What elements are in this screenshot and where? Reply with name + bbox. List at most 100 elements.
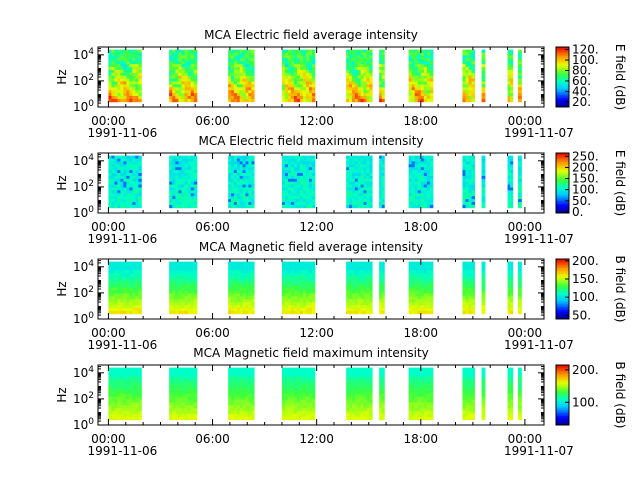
- data-cell: [346, 73, 349, 76]
- data-cell: [469, 285, 472, 288]
- data-cell: [138, 311, 141, 314]
- data-cell: [246, 408, 249, 411]
- data-cell: [114, 373, 117, 376]
- data-cell: [303, 408, 306, 411]
- data-cell: [108, 376, 111, 379]
- data-cell: [430, 185, 433, 188]
- data-cell: [352, 285, 355, 288]
- data-cell: [358, 299, 361, 302]
- data-cell: [424, 81, 427, 84]
- data-cell: [412, 67, 415, 70]
- data-cell: [248, 199, 251, 202]
- data-cell: [297, 182, 300, 185]
- data-cell: [510, 164, 513, 167]
- data-cell: [465, 84, 468, 87]
- data-cell: [251, 170, 254, 173]
- data-cell: [288, 397, 291, 400]
- data-cell: [135, 202, 138, 205]
- data-cell: [117, 399, 120, 402]
- data-cell: [243, 199, 246, 202]
- data-cell: [108, 93, 111, 96]
- data-cell: [355, 199, 358, 202]
- data-cell: [237, 270, 240, 273]
- data-cell: [361, 299, 364, 302]
- data-cell: [369, 199, 372, 202]
- data-cell: [285, 164, 288, 167]
- data-cell: [188, 87, 191, 90]
- data-cell: [510, 93, 513, 96]
- data-cell: [114, 388, 117, 391]
- data-cell: [418, 285, 421, 288]
- data-cell: [462, 67, 465, 70]
- data-cell: [300, 99, 303, 102]
- data-cell: [138, 411, 141, 414]
- data-cell: [382, 288, 385, 291]
- data-cell: [123, 99, 126, 102]
- data-cell: [138, 199, 141, 202]
- data-cell: [114, 291, 117, 294]
- data-cell: [120, 385, 123, 388]
- data-cell: [123, 185, 126, 188]
- data-cell: [510, 99, 513, 102]
- plot-frame: [98, 47, 544, 107]
- data-cell: [306, 399, 309, 402]
- data-cell: [282, 391, 285, 394]
- data-cell: [237, 199, 240, 202]
- data-cell: [282, 61, 285, 64]
- data-cell: [364, 67, 367, 70]
- data-cell: [172, 391, 175, 394]
- data-cell: [175, 385, 178, 388]
- data-cell: [361, 96, 364, 99]
- data-cell: [312, 282, 315, 285]
- data-cell: [462, 205, 465, 208]
- data-cell: [382, 156, 385, 159]
- data-cell: [188, 176, 191, 179]
- data-cell: [243, 159, 246, 162]
- data-cell: [231, 308, 234, 311]
- panel-title: MCA Electric field maximum intensity: [198, 134, 423, 148]
- data-cell: [123, 397, 126, 400]
- data-cell: [178, 173, 181, 176]
- data-cell: [421, 270, 424, 273]
- data-cell: [430, 288, 433, 291]
- data-cell: [349, 185, 352, 188]
- data-cell: [240, 81, 243, 84]
- data-cell: [303, 58, 306, 61]
- data-cell: [364, 50, 367, 53]
- data-cell: [178, 93, 181, 96]
- data-cell: [361, 161, 364, 164]
- data-cell: [312, 159, 315, 162]
- data-cell: [364, 187, 367, 190]
- data-cell: [349, 70, 352, 73]
- data-cell: [243, 76, 246, 79]
- data-cell: [355, 288, 358, 291]
- data-segment: [169, 156, 197, 209]
- data-cell: [181, 270, 184, 273]
- data-cell: [185, 58, 188, 61]
- data-cell: [240, 270, 243, 273]
- data-cell: [358, 99, 361, 102]
- data-cell: [240, 64, 243, 67]
- data-cell: [188, 262, 191, 265]
- data-cell: [346, 202, 349, 205]
- data-cell: [364, 73, 367, 76]
- panel-title: MCA Magnetic field maximum intensity: [193, 346, 429, 360]
- data-cell: [132, 368, 135, 371]
- data-cell: [111, 64, 114, 67]
- data-cell: [510, 199, 513, 202]
- data-cell: [349, 267, 352, 270]
- data-cell: [234, 411, 237, 414]
- data-cell: [379, 93, 382, 96]
- data-cell: [231, 376, 234, 379]
- data-cell: [126, 76, 129, 79]
- data-cell: [409, 79, 412, 82]
- data-cell: [352, 199, 355, 202]
- data-cell: [194, 391, 197, 394]
- data-cell: [379, 288, 382, 291]
- data-cell: [297, 159, 300, 162]
- data-cell: [188, 55, 191, 58]
- data-cell: [111, 270, 114, 273]
- data-cell: [418, 64, 421, 67]
- data-cell: [172, 55, 175, 58]
- data-cell: [126, 156, 129, 159]
